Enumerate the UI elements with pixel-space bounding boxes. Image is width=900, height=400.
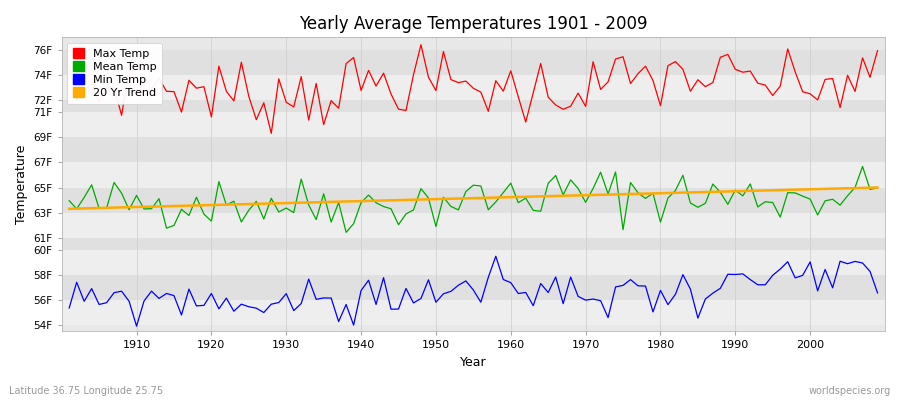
Bar <box>62 238 885 250</box>
Bar <box>62 75 885 100</box>
Bar <box>62 112 885 138</box>
Bar <box>62 188 885 212</box>
Bar <box>62 138 885 162</box>
Bar <box>62 275 885 300</box>
Bar <box>62 50 885 75</box>
Title: Yearly Average Temperatures 1901 - 2009: Yearly Average Temperatures 1901 - 2009 <box>299 15 648 33</box>
X-axis label: Year: Year <box>460 356 487 369</box>
Legend: Max Temp, Mean Temp, Min Temp, 20 Yr Trend: Max Temp, Mean Temp, Min Temp, 20 Yr Tre… <box>68 43 162 104</box>
Bar <box>62 212 885 238</box>
Bar <box>62 100 885 112</box>
Text: worldspecies.org: worldspecies.org <box>809 386 891 396</box>
Bar <box>62 162 885 188</box>
Bar <box>62 300 885 325</box>
Text: Latitude 36.75 Longitude 25.75: Latitude 36.75 Longitude 25.75 <box>9 386 163 396</box>
Bar <box>62 250 885 275</box>
Y-axis label: Temperature: Temperature <box>15 145 28 224</box>
